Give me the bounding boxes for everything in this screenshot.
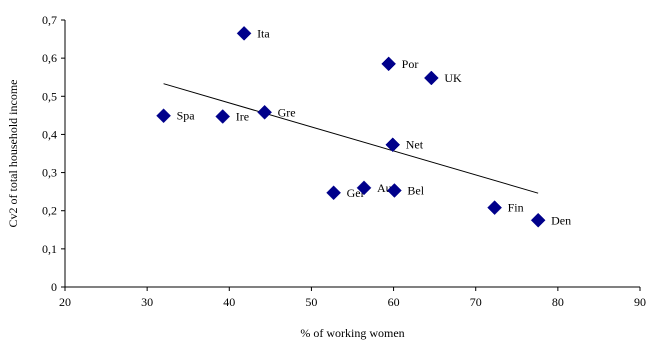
x-tick-label: 60 (388, 295, 400, 309)
data-point (257, 104, 272, 120)
trendline-group (163, 83, 539, 194)
y-tick-label: 0,2 (42, 204, 57, 218)
point-label: Ita (257, 26, 270, 40)
trendline (163, 83, 539, 194)
data-point (487, 200, 502, 216)
x-tick-label: 50 (305, 295, 317, 309)
data-point (326, 185, 341, 201)
x-tick-label: 40 (223, 295, 235, 309)
x-tick-label: 80 (552, 295, 564, 309)
data-point (385, 137, 401, 153)
data-point (530, 212, 546, 228)
y-tick-label: 0,5 (42, 89, 57, 103)
axes (64, 20, 640, 288)
x-axis-title: % of working women (300, 326, 404, 340)
data-point (381, 56, 396, 72)
point-label: Gre (278, 105, 296, 119)
x-tick-label: 90 (634, 295, 646, 309)
y-tick-label: 0,6 (42, 51, 57, 65)
y-axis-title: Cv2 of total household income (6, 80, 20, 228)
point-label: Den (551, 213, 571, 227)
point-label: Ire (236, 110, 249, 124)
x-tick-label: 70 (470, 295, 482, 309)
point-label: Net (406, 138, 424, 152)
y-ticks: 0 0,1 0,2 0,3 0,4 0,5 0,6 0,7 (42, 13, 65, 294)
x-tick-label: 30 (141, 295, 153, 309)
y-tick-label: 0,3 (42, 166, 57, 180)
point-label: Bel (407, 183, 424, 197)
y-tick-label: 0,1 (42, 242, 57, 256)
point-label: Spa (177, 109, 196, 123)
point-label: UK (444, 71, 462, 85)
x-ticks: 20 30 40 50 60 70 80 90 (59, 287, 646, 309)
y-tick-label: 0 (51, 280, 57, 294)
data-point (387, 183, 402, 198)
data-point (236, 25, 252, 41)
y-tick-label: 0,7 (42, 13, 57, 27)
data-point (424, 70, 439, 86)
data-point (215, 109, 231, 124)
x-tick-label: 20 (59, 295, 71, 309)
data-point (356, 180, 372, 196)
data-point (156, 108, 171, 124)
y-tick-label: 0,4 (42, 127, 57, 141)
point-label: Por (402, 57, 419, 71)
point-label: Fin (508, 201, 524, 215)
